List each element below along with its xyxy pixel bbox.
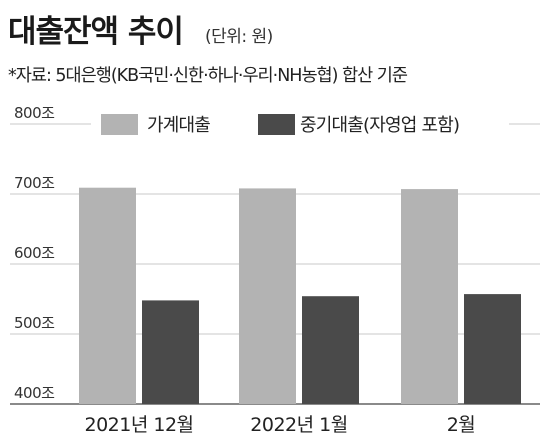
x-tick-label: 2022년 1월 xyxy=(250,414,347,436)
bars xyxy=(79,187,521,404)
y-tick-label: 800조 xyxy=(14,104,55,122)
legend-label: 중기대출(자영업 포함) xyxy=(300,115,459,136)
unit-label: (단위: 원) xyxy=(205,27,273,47)
x-axis: 2021년 12월 2022년 1월 2월 xyxy=(84,414,475,436)
bar-sme-2 xyxy=(464,294,521,404)
bar-sme-1 xyxy=(302,296,359,404)
legend-swatch xyxy=(258,114,295,135)
source-note: *자료: 5대은행(KB국민·신한·하나·우리·NH농협) 합산 기준 xyxy=(8,66,408,86)
y-tick-label: 600조 xyxy=(14,244,55,262)
x-tick-label: 2월 xyxy=(447,414,476,436)
x-tick-label: 2021년 12월 xyxy=(84,414,193,436)
y-axis: 400조 500조 600조 700조 800조 xyxy=(14,104,56,402)
bar-household-1 xyxy=(239,188,296,404)
bar-household-2 xyxy=(401,189,458,404)
bar-household-0 xyxy=(79,187,136,404)
bar-sme-0 xyxy=(142,300,199,404)
y-tick-label: 500조 xyxy=(14,314,55,332)
chart-title: 대출잔액 추이 xyxy=(8,14,184,50)
y-tick-label: 400조 xyxy=(14,384,55,402)
legend-box xyxy=(91,106,509,144)
legend: 가계대출 중기대출(자영업 포함) xyxy=(91,106,509,144)
legend-swatch xyxy=(101,114,138,135)
legend-label: 가계대출 xyxy=(147,115,210,136)
y-tick-label: 700조 xyxy=(14,174,55,192)
